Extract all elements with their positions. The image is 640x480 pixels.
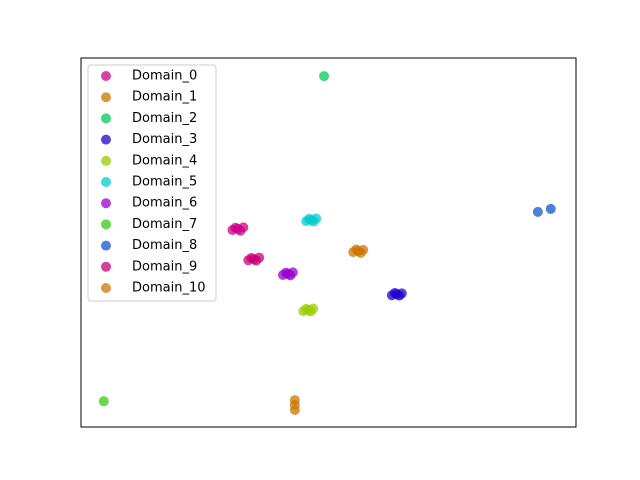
legend-box [87, 64, 217, 302]
legend-label: Domain_9 [132, 259, 197, 274]
legend: Domain_0 Domain_1 Domain_2 Domain_3 Domain_4… [101, 69, 206, 296]
legend-label: Domain_4 [132, 153, 197, 168]
point [308, 303, 319, 314]
point [254, 252, 265, 263]
point [396, 288, 407, 299]
point [98, 396, 109, 407]
legend-label: Domain_6 [132, 196, 197, 211]
point [319, 71, 330, 82]
legend-marker [101, 113, 111, 124]
legend-label: Domain_0 [132, 69, 197, 84]
legend-marker [101, 219, 111, 230]
legend-marker [101, 134, 111, 145]
legend-label: Domain_5 [132, 175, 197, 190]
legend-label: Domain_2 [132, 111, 197, 126]
points [98, 71, 556, 416]
legend-marker [101, 283, 111, 293]
legend-marker [101, 92, 111, 103]
legend-marker [101, 177, 111, 187]
legend-marker [101, 198, 111, 209]
point [358, 244, 369, 255]
legend-marker [101, 71, 111, 81]
point [311, 213, 322, 224]
plot-frame [80, 57, 577, 428]
legend-label: Domain_7 [132, 217, 197, 232]
legend-label: Domain_3 [132, 132, 197, 147]
legend-label: Domain_10 [132, 281, 206, 296]
legend-label: Domain_1 [132, 90, 197, 105]
point [532, 206, 543, 217]
point [287, 267, 298, 278]
point [289, 405, 300, 416]
legend-marker [101, 240, 111, 251]
legend-marker [101, 261, 111, 272]
point [238, 222, 249, 233]
legend-marker [101, 155, 111, 166]
legend-label: Domain_8 [132, 238, 197, 253]
point [545, 203, 556, 214]
